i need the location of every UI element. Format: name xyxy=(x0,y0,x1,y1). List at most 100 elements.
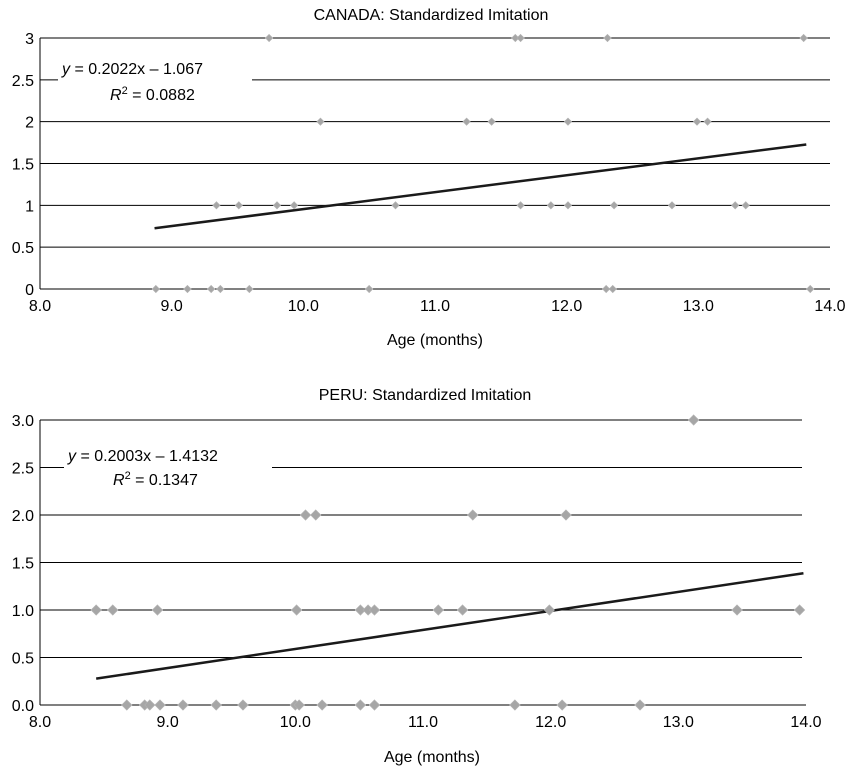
data-point xyxy=(794,604,806,616)
x-ticks: 8.0 9.0 10.0 11.0 12.0 13.0 14.0 xyxy=(29,298,846,315)
x-axis-label: Age (months) xyxy=(387,332,483,349)
x-tick-label: 10.0 xyxy=(288,298,319,315)
data-point xyxy=(151,604,164,616)
equation-rhs: = 0.2022x – 1.067 xyxy=(70,61,203,78)
data-point xyxy=(151,284,160,294)
x-axis-label: Age (months) xyxy=(384,749,480,766)
data-point xyxy=(806,284,815,294)
y-tick-label: 1.5 xyxy=(12,556,34,573)
data-point xyxy=(237,699,249,711)
x-tick-label: 13.0 xyxy=(683,298,714,315)
data-point xyxy=(368,604,381,616)
trendline xyxy=(154,143,807,230)
x-tick-label: 11.0 xyxy=(420,298,450,315)
data-point xyxy=(272,201,282,210)
y-tick-label: 2 xyxy=(25,115,34,132)
data-point xyxy=(291,604,303,616)
y-tick-label: 3 xyxy=(25,31,34,48)
data-point xyxy=(354,604,367,616)
data-point xyxy=(310,509,322,521)
data-point xyxy=(634,699,646,711)
data-point xyxy=(610,201,619,210)
r-label: R xyxy=(110,87,122,104)
data-point xyxy=(741,201,750,210)
x-tick-label: 9.0 xyxy=(161,298,183,315)
equation-line: y = 0.2022x – 1.067 xyxy=(61,61,203,78)
x-tick-label: 13.0 xyxy=(663,714,694,731)
r-squared-line: R2 = 0.1347 xyxy=(113,470,198,489)
data-points xyxy=(151,33,815,294)
data-point xyxy=(154,699,166,711)
data-point xyxy=(546,201,555,210)
data-point xyxy=(245,284,254,294)
equation-lhs: y xyxy=(67,448,77,465)
y-tick-label: 0 xyxy=(25,282,34,299)
data-point xyxy=(603,33,612,43)
data-point xyxy=(602,284,611,294)
data-point xyxy=(462,117,471,126)
data-point xyxy=(293,699,305,711)
y-tick-label: 1.0 xyxy=(12,603,34,620)
data-point xyxy=(391,201,400,210)
data-point xyxy=(212,201,221,210)
x-tick-label: 12.0 xyxy=(551,298,582,315)
data-point xyxy=(467,509,479,521)
y-tick-label: 3.0 xyxy=(12,413,34,430)
y-tick-label: 2.5 xyxy=(12,461,34,478)
data-points xyxy=(90,414,806,711)
data-point xyxy=(516,33,525,43)
data-point xyxy=(234,201,243,210)
r-squared-line: R2 = 0.0882 xyxy=(110,85,195,104)
data-point xyxy=(144,699,156,711)
data-point xyxy=(457,604,469,616)
data-point xyxy=(731,604,743,616)
y-tick-label: 2.0 xyxy=(12,508,34,525)
data-point xyxy=(556,699,568,711)
data-point xyxy=(487,117,496,126)
chart-title: CANADA: Standardized Imitation xyxy=(314,7,549,24)
data-point xyxy=(511,33,520,43)
data-point xyxy=(290,201,299,210)
data-point xyxy=(703,117,712,126)
r-superscript: 2 xyxy=(122,85,128,97)
gridlines xyxy=(39,419,806,706)
y-ticks: 0 0.5 1 1.5 2 2.5 3 xyxy=(12,31,34,299)
data-point xyxy=(368,699,381,711)
y-tick-label: 0.0 xyxy=(12,698,34,715)
data-point xyxy=(688,414,700,426)
equation-line: y = 0.2003x – 1.4132 xyxy=(67,448,218,465)
r-value: = 0.0882 xyxy=(128,87,195,104)
data-point xyxy=(183,284,192,294)
x-tick-label: 8.0 xyxy=(29,714,51,731)
x-tick-label: 14.0 xyxy=(814,298,845,315)
trendline xyxy=(95,571,804,680)
data-point xyxy=(90,604,102,616)
data-point xyxy=(692,117,702,126)
x-ticks: 8.0 9.0 10.0 11.0 12.0 13.0 14.0 xyxy=(29,714,822,731)
canada-chart: CANADA: Standardized Imitation 0 0.5 1 1.5 2… xyxy=(12,7,846,349)
data-point xyxy=(799,33,808,43)
data-point xyxy=(121,699,133,711)
x-tick-label: 10.0 xyxy=(280,714,311,731)
r-label: R xyxy=(113,472,125,489)
data-point xyxy=(107,604,119,616)
y-tick-label: 0.5 xyxy=(12,240,34,257)
data-point xyxy=(299,509,312,521)
x-tick-label: 14.0 xyxy=(790,714,821,731)
data-point xyxy=(216,284,225,294)
equation-box xyxy=(58,52,252,104)
data-point xyxy=(516,201,525,210)
x-tick-label: 12.0 xyxy=(535,714,566,731)
chart-title: PERU: Standardized Imitation xyxy=(319,387,532,404)
data-point xyxy=(316,117,325,126)
y-tick-label: 2.5 xyxy=(12,73,34,90)
data-point xyxy=(563,117,573,126)
r-value: = 0.1347 xyxy=(131,472,198,489)
data-point xyxy=(265,33,274,43)
x-tick-label: 8.0 xyxy=(29,298,51,315)
y-tick-label: 1 xyxy=(25,198,34,215)
peru-chart: PERU: Standardized Imitation 0.0 0.5 1.0 1.… xyxy=(12,387,822,766)
data-point xyxy=(365,284,374,294)
data-point xyxy=(316,699,328,711)
